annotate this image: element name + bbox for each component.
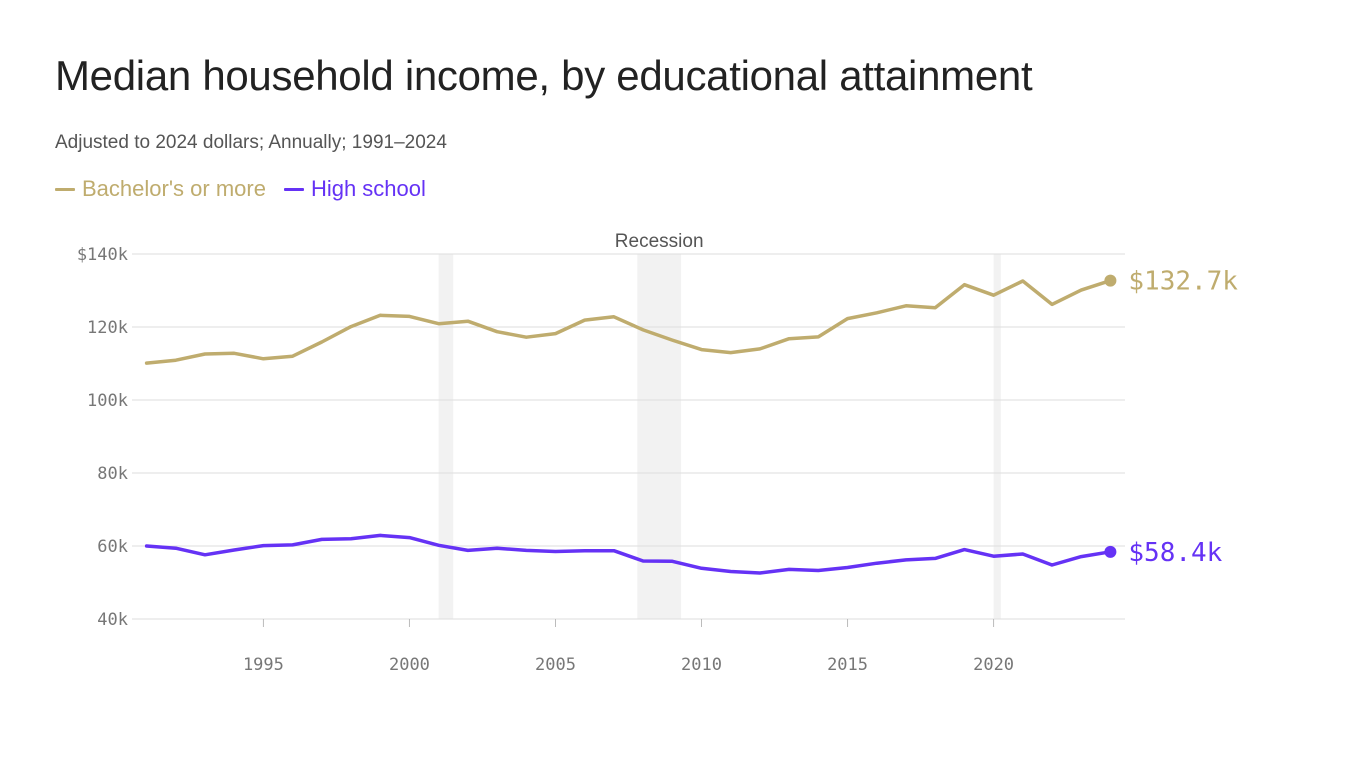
x-tick-label: 1995 [243,655,284,675]
series-line-high-school [144,533,1113,575]
end-dot-high-school [1104,545,1117,558]
x-tick-label: 2010 [681,655,722,675]
series-lines [144,278,1113,575]
x-tick-label: 2005 [535,655,576,675]
legend: Bachelor's or more High school [55,176,444,202]
y-tick-label: 100k [87,391,128,411]
series-line-bachelors [144,278,1113,365]
recession-bands: Recession [438,231,1001,619]
chart-subtitle: Adjusted to 2024 dollars; Annually; 1991… [55,132,447,153]
legend-label-high-school: High school [310,176,426,201]
legend-swatch-high-school [283,187,304,191]
end-labels: $132.7k $58.4k [1104,267,1238,568]
y-tick-label: 60k [97,537,128,557]
y-tick-label: 40k [97,610,128,630]
y-tick-label: $140k [77,245,128,265]
recession-band [637,254,682,619]
x-axis: 1995 2000 2005 2010 2015 2020 [243,619,1014,675]
chart-title: Median household income, by educational … [55,52,1033,99]
recession-band [993,254,1001,619]
x-tick-label: 2020 [973,655,1014,675]
legend-label-bachelors: Bachelor's or more [82,176,266,201]
y-tick-label: 120k [87,318,128,338]
legend-swatch-bachelors [55,187,75,191]
legend-item-bachelors: Bachelor's or more [55,176,266,202]
recession-band [438,254,454,619]
y-axis: $140k 120k 100k 80k 60k 40k [77,245,128,630]
x-tick-label: 2015 [827,655,868,675]
recession-label: Recession [615,231,704,252]
y-tick-label: 80k [97,464,128,484]
x-tick-label: 2000 [389,655,430,675]
gridlines [132,253,1125,620]
end-label-bachelors: $132.7k [1128,267,1238,297]
end-dot-bachelors [1104,274,1117,287]
end-label-high-school: $58.4k [1128,538,1222,568]
legend-item-high-school: High school [283,176,426,202]
